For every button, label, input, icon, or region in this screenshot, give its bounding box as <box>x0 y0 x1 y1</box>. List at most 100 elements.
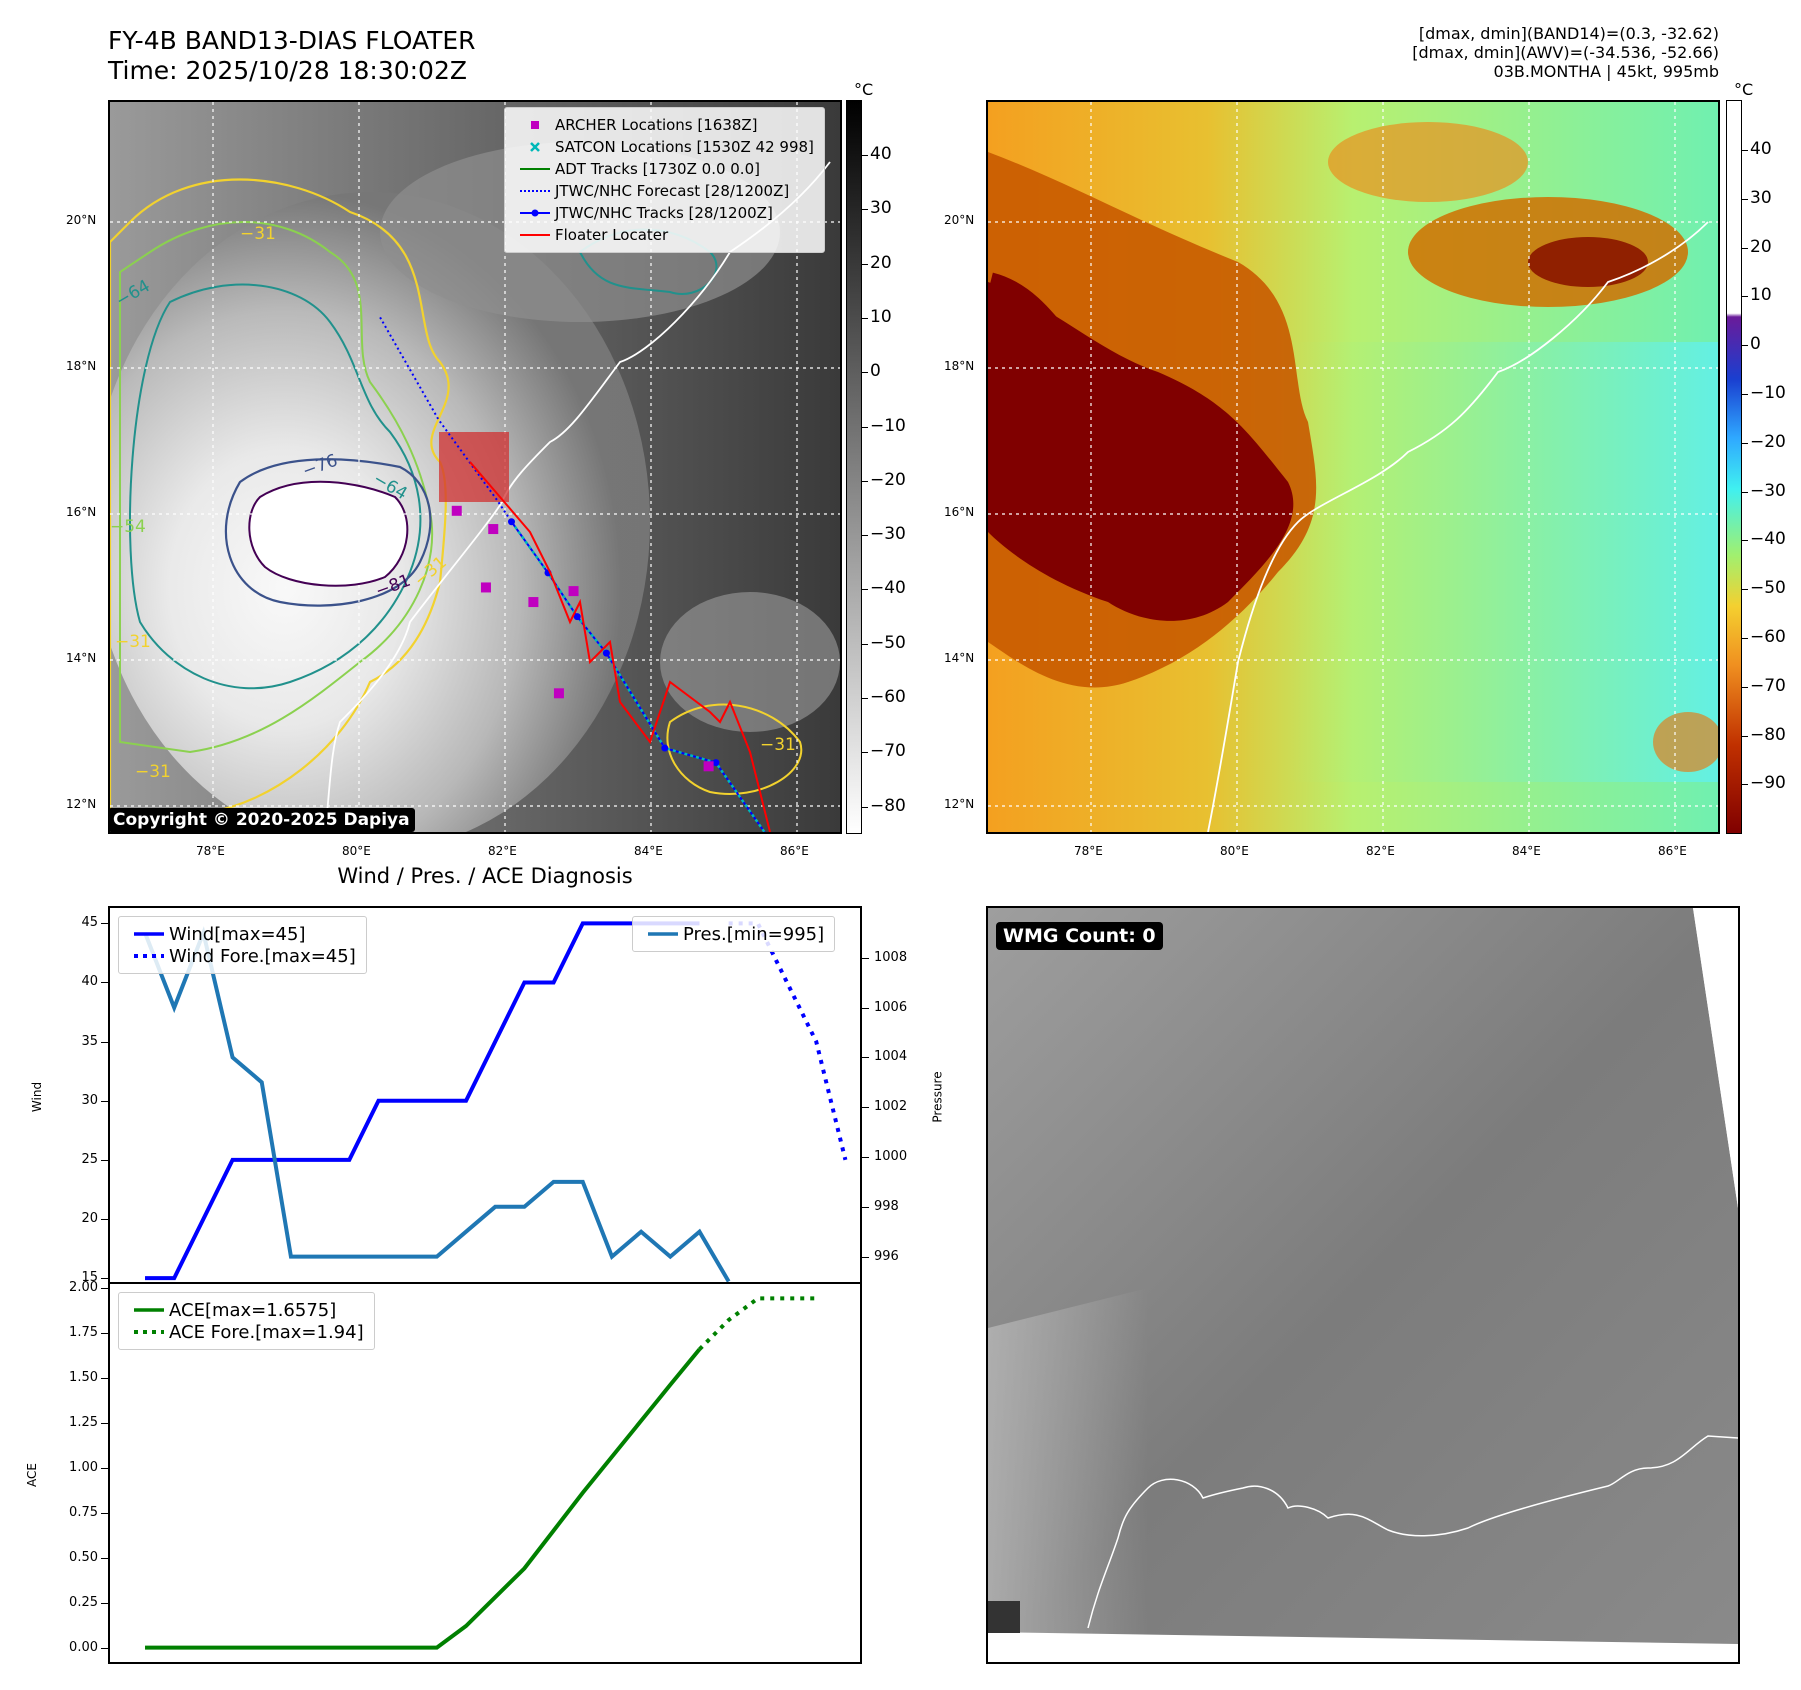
colorbar-tick-label: −60 <box>1750 627 1786 647</box>
legend-symbol <box>134 1308 164 1312</box>
legend-label: Pres.[min=995] <box>683 923 825 945</box>
legend-entry: Floater Locater <box>515 224 814 246</box>
ir-legend: ARCHER Locations [1638Z] SATCON Locations… <box>504 107 825 253</box>
cloud-patch-east <box>660 592 840 732</box>
ir-map-svg: −31 −54 −64 −76 −81 −64 −31 −31 −31 −31 <box>110 102 840 832</box>
y-tick-mark <box>101 1332 108 1334</box>
y-tick-mark <box>101 1647 108 1649</box>
contour-minus31 <box>110 178 450 824</box>
y-tick-label: 0.50 <box>69 1549 98 1565</box>
colorbar-tick-label: −70 <box>870 741 906 762</box>
colorbar-tick-mark <box>862 263 868 265</box>
contour-minus76 <box>224 458 432 607</box>
legend-swatch <box>129 928 169 940</box>
colorbar-tick-mark <box>862 752 868 754</box>
stats-annotation: [dmax, dmin](BAND14)=(0.3, -32.62) [dmax… <box>1412 24 1719 81</box>
figure-title: FY-4B BAND13-DIAS FLOATER Time: 2025/10/2… <box>108 26 476 85</box>
contour-minus81 <box>248 480 409 587</box>
y-tick-label: 1.75 <box>69 1324 98 1340</box>
wmg-swath <box>988 908 1738 1662</box>
legend-entry: ARCHER Locations [1638Z] <box>515 114 814 136</box>
contour-minus54 <box>119 221 434 754</box>
legend-entry: Wind Fore.[max=45] <box>129 945 356 967</box>
y2-tick-label: 1004 <box>874 1049 908 1065</box>
lon-label: 82°E <box>488 844 517 858</box>
y-tick-label: 30 <box>81 1092 98 1108</box>
colorbar-tick-mark <box>862 535 868 537</box>
ir-colorbar-unit: °C <box>854 80 874 99</box>
y-tick-mark <box>101 1278 108 1280</box>
legend-swatch <box>129 950 169 962</box>
colorbar-tick-mark <box>1742 442 1748 444</box>
contour-label: −31 <box>240 224 276 244</box>
legend-swatch <box>129 1304 169 1316</box>
colorbar-tick-label: 40 <box>870 144 892 164</box>
legend-entry: JTWC/NHC Tracks [28/1200Z] <box>515 202 814 224</box>
y-tick-label: 45 <box>81 915 98 931</box>
storm-summary: 03B.MONTHA | 45kt, 995mb <box>1493 62 1719 81</box>
y-tick-label: 1.25 <box>69 1414 98 1430</box>
y-tick-label: 0.75 <box>69 1504 98 1520</box>
awv-dry-spot <box>1528 237 1648 287</box>
legend-swatch <box>515 141 555 153</box>
y-tick-label: 25 <box>81 1151 98 1167</box>
storm-tracks <box>379 316 766 832</box>
contour-minus64 <box>129 283 422 690</box>
legend-symbol <box>531 121 539 129</box>
awv-moist-region <box>1288 342 1718 782</box>
jtwc-track-point <box>573 613 581 621</box>
ace-panel <box>108 1282 862 1664</box>
colorbar-tick-label: −50 <box>870 632 906 653</box>
wind-axis-label: Wind <box>30 1081 45 1113</box>
coastline <box>1207 221 1709 832</box>
colorbar-tick-mark <box>1742 491 1748 493</box>
legend-label: ACE Fore.[max=1.94] <box>169 1321 364 1343</box>
colorbar-tick-label: −30 <box>870 524 906 545</box>
legend-swatch <box>515 119 555 131</box>
wind-pressure-svg <box>143 921 848 1283</box>
awv-dry-tongue <box>988 272 1155 421</box>
archer-point <box>703 761 714 772</box>
lon-label: 82°E <box>1366 844 1395 858</box>
lon-label: 86°E <box>1658 844 1687 858</box>
y-tick-mark <box>101 1377 108 1379</box>
wind-pressure-panel <box>108 906 862 1284</box>
jtwc-track-point <box>661 744 669 752</box>
lon-label: 80°E <box>1220 844 1249 858</box>
colorbar-tick-label: −10 <box>1750 383 1786 403</box>
colorbar-tick-label: −40 <box>1750 529 1786 550</box>
colorbar-tick-mark <box>862 155 868 156</box>
y-tick-mark <box>101 1467 108 1469</box>
y-tick-mark <box>101 1287 108 1289</box>
legend-swatch <box>515 163 555 175</box>
y-tick-mark <box>101 1512 108 1514</box>
y2-tick-label: 1008 <box>874 949 908 965</box>
legend-swatch <box>129 1326 169 1338</box>
y2-tick-mark <box>862 1157 869 1158</box>
legend-swatch <box>515 207 555 219</box>
lon-label: 84°E <box>634 844 663 858</box>
y2-tick-label: 1000 <box>874 1149 908 1164</box>
awv-stats: [dmax, dmin](AWV)=(-34.536, -52.66) <box>1412 43 1719 62</box>
colorbar-tick-label: −40 <box>870 578 906 599</box>
legend-label: ADT Tracks [1730Z 0.0 0.0] <box>555 160 760 178</box>
lat-label: 14°N <box>66 651 97 665</box>
pressure-axis-label: Pressure <box>930 1071 945 1123</box>
colorbar-tick-mark <box>1742 686 1748 688</box>
y-tick-mark <box>101 1159 108 1161</box>
legend-symbol <box>530 142 540 152</box>
legend-label: Wind[max=45] <box>169 923 306 945</box>
colorbar-tick-label: −50 <box>1750 578 1786 599</box>
colorbar-tick-label: −80 <box>870 795 906 816</box>
y-tick-mark <box>101 1100 108 1102</box>
colorbar-tick-mark <box>862 372 868 374</box>
legend-entry: ACE[max=1.6575] <box>129 1299 364 1321</box>
lat-label: 20°N <box>944 213 975 227</box>
y2-tick-mark <box>862 1007 869 1009</box>
lon-label: 78°E <box>196 844 225 858</box>
colorbar-tick-mark <box>1742 540 1748 542</box>
jtwc-track-point <box>602 649 610 657</box>
wmg-dark-pixel <box>988 1601 1020 1633</box>
wmg-panel <box>986 906 1740 1664</box>
jtwc-track-point <box>712 759 720 767</box>
